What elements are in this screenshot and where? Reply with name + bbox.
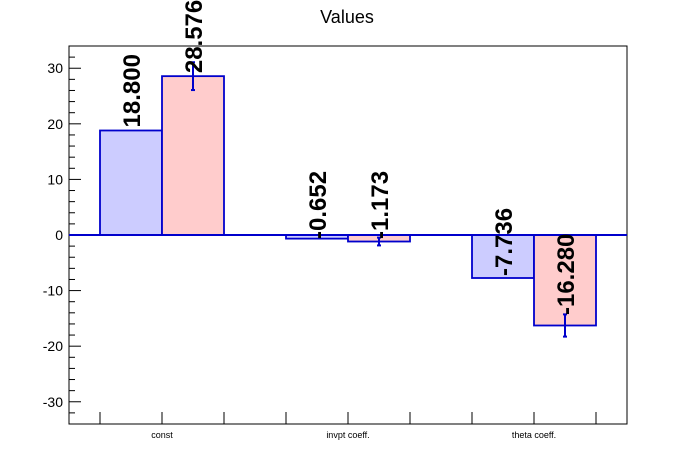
y-tick-label: 30 bbox=[47, 60, 63, 76]
value-labels-group: 18.800 28.576 -0.652 -1.173 -7.736 -16.280 bbox=[119, 0, 580, 315]
y-axis: -30 -20 -10 0 10 20 30 bbox=[43, 45, 81, 425]
y-tick-label: -10 bbox=[43, 283, 63, 299]
bar-value-label: 18.800 bbox=[119, 54, 146, 127]
bar-value-label: -16.280 bbox=[553, 234, 580, 315]
bar bbox=[471, 234, 535, 279]
bar bbox=[99, 129, 163, 236]
bar-value-label: -1.173 bbox=[367, 171, 394, 239]
bar-value-label: 28.576 bbox=[181, 0, 208, 73]
y-tick-label: 20 bbox=[47, 116, 63, 132]
bars-group bbox=[99, 75, 597, 327]
x-category-label: const bbox=[151, 430, 173, 440]
y-tick-label: -20 bbox=[43, 338, 63, 354]
y-tick-label: 10 bbox=[47, 171, 63, 187]
bar bbox=[533, 234, 597, 327]
x-category-label: invpt coeff. bbox=[326, 430, 369, 440]
bar bbox=[161, 75, 225, 236]
error-bars-group bbox=[191, 61, 567, 338]
y-tick-label: -30 bbox=[43, 394, 63, 410]
x-category-label: theta coeff. bbox=[512, 430, 556, 440]
chart-title: Values bbox=[320, 7, 374, 27]
bar-value-label: -0.652 bbox=[305, 171, 332, 239]
x-axis: const invpt coeff. theta coeff. bbox=[99, 412, 597, 440]
bar-value-label: -7.736 bbox=[491, 208, 518, 276]
y-tick-label: 0 bbox=[55, 227, 63, 243]
